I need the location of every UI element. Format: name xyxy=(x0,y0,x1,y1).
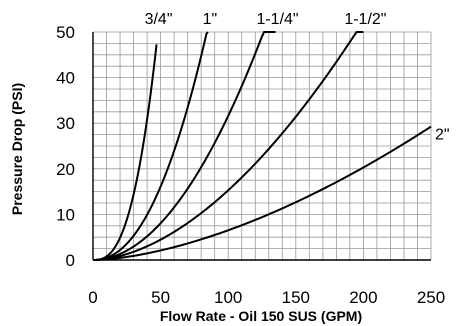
series-line-5 xyxy=(92,125,432,261)
series-line-3 xyxy=(92,31,276,261)
series-label-5: 2" xyxy=(435,126,450,143)
series-line-2 xyxy=(92,31,209,261)
series-label-2: 1" xyxy=(203,11,218,28)
series-label-3: 1-1/4" xyxy=(256,11,298,28)
x-tick-label: 150 xyxy=(282,288,310,307)
y-tick-label: 20 xyxy=(56,160,75,179)
chart-axes xyxy=(92,32,431,261)
y-tick-label: 50 xyxy=(56,23,75,42)
series-label-4: 1-1/2" xyxy=(344,11,386,28)
x-tick-label: 250 xyxy=(417,288,445,307)
y-tick-label: 10 xyxy=(56,205,75,224)
series-line-4 xyxy=(92,31,364,261)
chart-tick-labels: 0 50 100 150 200 250 0 10 20 30 40 50 xyxy=(56,23,445,307)
x-tick-label: 100 xyxy=(214,288,242,307)
y-axis-title: Pressure Drop (PSI) xyxy=(9,83,25,215)
x-tick-label: 50 xyxy=(151,288,170,307)
x-tick-label: 0 xyxy=(88,288,97,307)
y-tick-label: 0 xyxy=(66,251,75,270)
series-label-1: 3/4" xyxy=(145,11,173,28)
x-axis-title: Flow Rate - Oil 150 SUS (GPM) xyxy=(160,308,362,324)
x-tick-label: 200 xyxy=(349,288,377,307)
y-tick-label: 40 xyxy=(56,69,75,88)
y-tick-label: 30 xyxy=(56,114,75,133)
chart-grid xyxy=(92,31,432,261)
chart-series: 3/4" 1" 1-1/4" 1-1/2" 2" xyxy=(92,11,450,261)
